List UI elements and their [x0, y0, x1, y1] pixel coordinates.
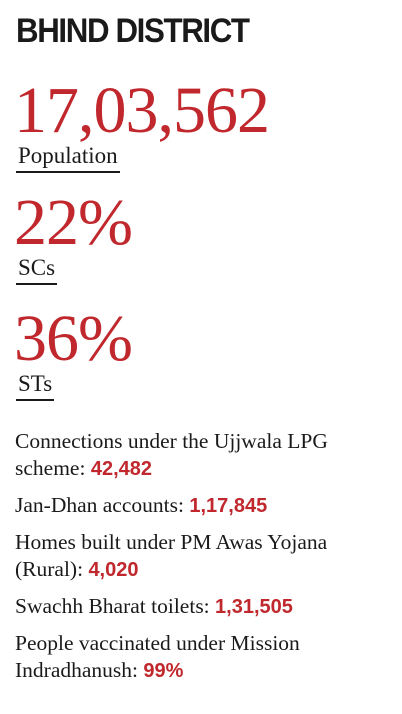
fact-text: Jan-Dhan accounts:: [15, 493, 184, 517]
fact-ujjwala: Connections under the Ujjwala LPG scheme…: [15, 428, 395, 483]
stat-sts: 36% STs: [14, 302, 133, 401]
fact-swachh-bharat: Swachh Bharat toilets: 1,31,505: [15, 593, 395, 621]
stat-value-sts: 36%: [14, 302, 133, 375]
fact-value: 42,482: [90, 458, 152, 480]
stat-scs: 22% SCs: [14, 186, 133, 285]
fact-text: Connections under the Ujjwala LPG scheme…: [15, 429, 328, 480]
stat-population: 17,03,562 Population: [14, 74, 270, 173]
stat-label-population: Population: [16, 144, 120, 173]
fact-value: 1,31,505: [215, 596, 293, 618]
fact-text: Homes built under PM Awas Yojana (Rural)…: [15, 530, 328, 581]
fact-text: Swachh Bharat toilets:: [15, 594, 210, 618]
stat-value-population: 17,03,562: [14, 74, 270, 147]
facts-list: Connections under the Ujjwala LPG scheme…: [15, 428, 395, 694]
fact-text: People vaccinated under Mission Indradha…: [15, 631, 300, 682]
fact-value: 4,020: [88, 559, 139, 581]
district-title: BHIND DISTRICT: [16, 12, 250, 50]
fact-pm-awas: Homes built under PM Awas Yojana (Rural)…: [15, 529, 395, 584]
stat-label-sts: STs: [16, 372, 55, 401]
stat-label-scs: SCs: [16, 256, 58, 285]
fact-value: 1,17,845: [189, 495, 268, 517]
fact-indradhanush: People vaccinated under Mission Indradha…: [15, 630, 395, 685]
fact-jan-dhan: Jan-Dhan accounts: 1,17,845: [15, 492, 395, 520]
fact-value: 99%: [143, 660, 184, 682]
stat-value-scs: 22%: [14, 186, 133, 259]
